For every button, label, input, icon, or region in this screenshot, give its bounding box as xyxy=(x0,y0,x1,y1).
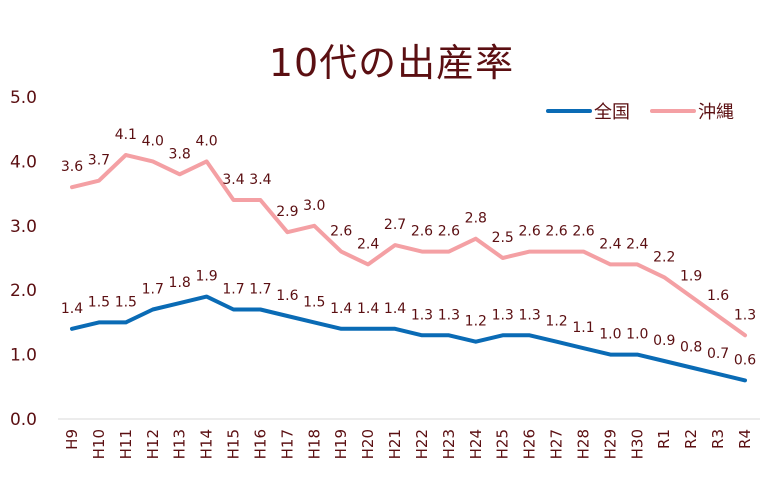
data-label: 2.4 xyxy=(626,236,648,252)
x-tick-label: H29 xyxy=(601,429,619,459)
data-label: 1.3 xyxy=(438,307,460,323)
data-label: 2.6 xyxy=(545,224,567,240)
x-tick-label: H18 xyxy=(305,429,323,459)
data-label: 3.0 xyxy=(303,198,325,214)
y-tick-label: 2.0 xyxy=(10,281,37,301)
data-label: 2.5 xyxy=(492,230,514,246)
x-tick-label: H25 xyxy=(494,429,512,459)
data-label: 2.6 xyxy=(519,224,541,240)
x-tick-label: R3 xyxy=(709,429,727,449)
data-label: 1.3 xyxy=(519,307,541,323)
x-tick-label: H26 xyxy=(521,429,539,459)
y-tick-label: 3.0 xyxy=(10,217,37,237)
series-line-okinawa xyxy=(70,153,747,338)
data-label: 3.8 xyxy=(169,146,191,162)
x-tick-label: H28 xyxy=(574,429,592,459)
data-label: 2.6 xyxy=(330,224,352,240)
data-label: 4.0 xyxy=(142,133,164,149)
x-tick-label: H24 xyxy=(467,429,485,459)
data-label: 1.2 xyxy=(545,314,567,330)
legend-label: 沖縄 xyxy=(698,102,734,123)
x-tick-label: H17 xyxy=(278,429,296,459)
x-tick-label: H20 xyxy=(359,429,377,459)
data-label: 1.6 xyxy=(276,288,298,304)
x-tick-label: H12 xyxy=(144,429,162,459)
data-label: 0.8 xyxy=(680,339,702,355)
data-label: 1.7 xyxy=(222,282,244,298)
data-label: 3.4 xyxy=(222,172,244,188)
data-label: 2.7 xyxy=(384,217,406,233)
data-label: 2.8 xyxy=(465,211,487,227)
x-tick-label: R4 xyxy=(736,429,754,449)
x-tick-label: H23 xyxy=(440,429,458,459)
data-label: 1.4 xyxy=(61,301,83,317)
data-label: 1.1 xyxy=(572,320,594,336)
data-label: 3.7 xyxy=(88,153,110,169)
data-label: 1.6 xyxy=(707,288,729,304)
data-label: 1.4 xyxy=(330,301,352,317)
data-label: 4.1 xyxy=(115,127,137,143)
data-label: 1.7 xyxy=(249,282,271,298)
data-label: 1.3 xyxy=(734,307,756,323)
data-label: 2.6 xyxy=(411,224,433,240)
data-label: 2.6 xyxy=(572,224,594,240)
x-tick-label: R1 xyxy=(655,429,673,449)
x-tick-label: H10 xyxy=(90,429,108,459)
data-label: 1.5 xyxy=(115,294,137,310)
data-label: 3.6 xyxy=(61,159,83,175)
data-label: 1.5 xyxy=(303,294,325,310)
data-label: 2.2 xyxy=(653,249,675,265)
data-label: 1.9 xyxy=(680,269,702,285)
data-label: 1.3 xyxy=(411,307,433,323)
x-tick-label: H16 xyxy=(251,429,269,459)
data-label: 1.0 xyxy=(599,327,621,343)
data-label: 2.6 xyxy=(438,224,460,240)
data-label: 2.4 xyxy=(599,236,621,252)
y-tick-label: 0.0 xyxy=(10,410,37,430)
data-label: 1.9 xyxy=(195,269,217,285)
x-tick-label: H30 xyxy=(628,429,646,459)
y-tick-label: 4.0 xyxy=(10,152,37,172)
y-tick-label: 5.0 xyxy=(10,88,37,108)
x-tick-label: H22 xyxy=(413,429,431,459)
x-tick-label: H13 xyxy=(171,429,189,459)
legend-label: 全国 xyxy=(594,102,630,123)
data-label: 2.9 xyxy=(276,204,298,220)
x-tick-label: H11 xyxy=(117,429,135,459)
data-label: 4.0 xyxy=(195,133,217,149)
data-label: 1.4 xyxy=(357,301,379,317)
data-label: 0.7 xyxy=(707,346,729,362)
series-line-zenkoku xyxy=(70,294,747,383)
data-label: 1.3 xyxy=(492,307,514,323)
x-tick-label: R2 xyxy=(682,429,700,449)
data-label: 0.6 xyxy=(734,352,756,368)
data-label: 1.5 xyxy=(88,294,110,310)
data-label: 1.8 xyxy=(169,275,191,291)
x-tick-label: H27 xyxy=(548,429,566,459)
x-tick-label: H9 xyxy=(63,429,81,450)
x-tick-label: H14 xyxy=(198,429,216,459)
x-tick-label: H19 xyxy=(332,429,350,459)
data-label: 3.4 xyxy=(249,172,271,188)
data-label: 1.4 xyxy=(384,301,406,317)
x-tick-label: H21 xyxy=(386,429,404,459)
data-label: 1.0 xyxy=(626,327,648,343)
data-label: 1.2 xyxy=(465,314,487,330)
data-label: 0.9 xyxy=(653,333,675,349)
data-label: 2.4 xyxy=(357,236,379,252)
chart-title: 10代の出産率 xyxy=(268,41,515,85)
data-label: 1.7 xyxy=(142,282,164,298)
y-tick-label: 1.0 xyxy=(10,346,37,366)
x-tick-label: H15 xyxy=(225,429,243,459)
